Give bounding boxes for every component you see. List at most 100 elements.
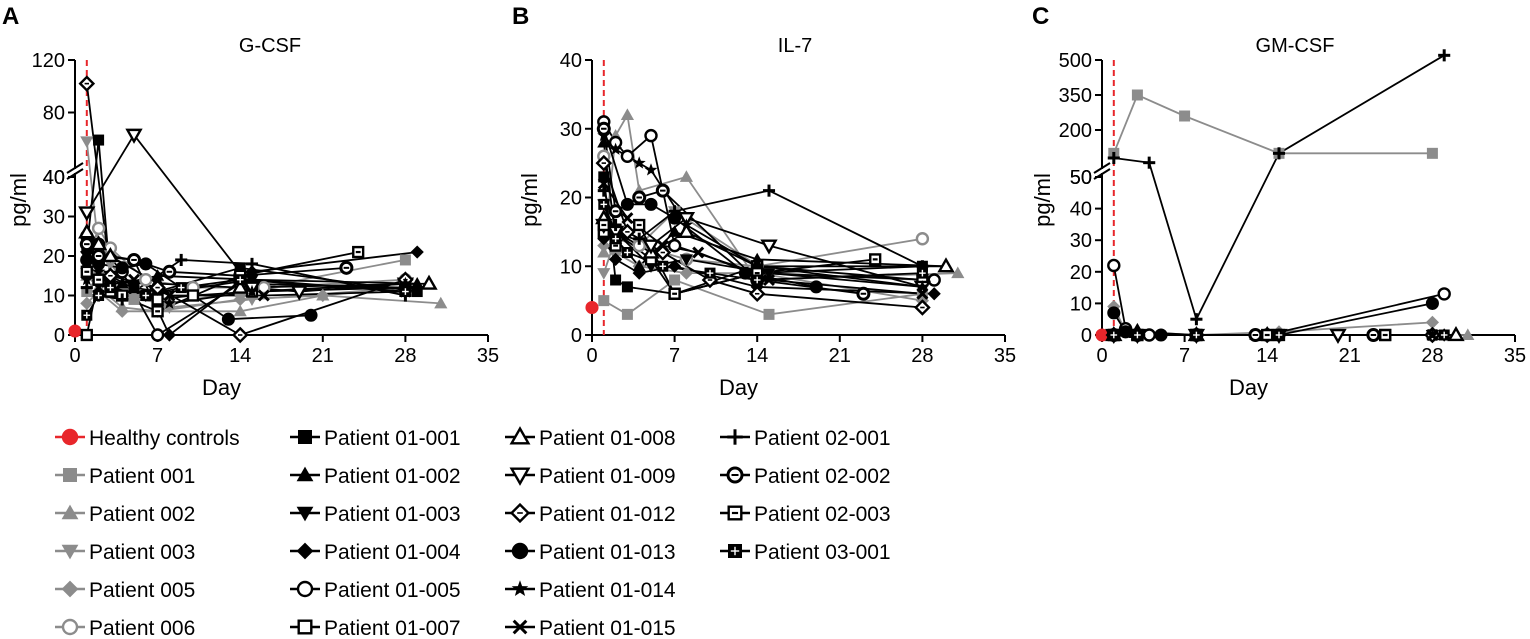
panel-title: G-CSF <box>239 35 301 57</box>
legend-item: Patient 001 <box>55 465 195 488</box>
legend-marker <box>511 542 529 560</box>
y-tick-label: 30 <box>1070 230 1092 252</box>
x-tick-label: 14 <box>229 345 251 367</box>
data-point <box>915 232 930 246</box>
data-point <box>609 218 622 232</box>
data-point <box>162 264 177 279</box>
marker-x-b <box>127 273 141 286</box>
data-point <box>78 223 96 239</box>
data-point <box>128 282 140 294</box>
marker-star <box>80 272 94 286</box>
data-point <box>1379 328 1392 342</box>
marker-x-b <box>656 239 669 252</box>
legend-item: Patient 002 <box>55 503 195 526</box>
marker-diamond <box>927 287 941 301</box>
data-point <box>411 286 423 298</box>
marker-diamond <box>597 239 611 253</box>
marker-x-b <box>762 273 776 287</box>
marker-square <box>598 295 610 307</box>
legend-item: Patient 01-004 <box>290 541 461 564</box>
data-point <box>762 184 776 197</box>
marker-diamond <box>162 328 176 342</box>
data-point <box>598 198 610 210</box>
x-tick-label: 28 <box>911 345 933 367</box>
data-point <box>115 261 129 275</box>
x-tick-label: 0 <box>69 345 80 367</box>
x-tick-label: 21 <box>312 345 334 367</box>
data-point <box>163 289 176 302</box>
data-point <box>763 308 775 320</box>
data-point <box>1190 329 1202 341</box>
x-tick-label: 35 <box>1504 345 1526 367</box>
legend-item: Patient 01-007 <box>290 617 461 639</box>
legend-marker <box>727 505 743 521</box>
data-point <box>1131 89 1143 101</box>
legend-marker <box>63 468 77 482</box>
data-point <box>1425 296 1439 310</box>
data-point <box>856 286 871 301</box>
data-point <box>80 253 94 267</box>
data-point <box>632 266 646 280</box>
y-tick-label: 350 <box>1059 85 1092 107</box>
marker-star <box>750 259 764 272</box>
data-point <box>125 128 143 144</box>
marker-circle <box>304 308 318 322</box>
data-point <box>234 274 246 286</box>
legend: Healthy controls Patient 001 Patient 002 Pa… <box>55 426 891 639</box>
legend-item: Healthy controls <box>55 427 240 450</box>
data-point <box>1426 328 1439 342</box>
panel-title: IL-7 <box>778 35 812 57</box>
data-point <box>316 288 330 303</box>
marker-x-b <box>257 289 270 302</box>
legend-marker <box>297 619 313 635</box>
marker-triangle-up <box>296 466 314 482</box>
data-point <box>101 246 120 263</box>
data-point <box>621 212 634 225</box>
marker-circle-open <box>667 238 682 253</box>
data-point <box>632 156 646 169</box>
data-point <box>1107 306 1121 320</box>
marker-square <box>598 171 610 183</box>
legend-label: Patient 01-005 <box>324 579 461 602</box>
legend-marker <box>61 504 79 520</box>
legend-label: Healthy controls <box>89 427 240 450</box>
marker-diamond <box>115 304 129 318</box>
data-point <box>679 254 693 266</box>
data-point <box>915 280 929 293</box>
data-point <box>399 286 411 298</box>
marker-star <box>915 280 929 293</box>
legend-label: Patient 01-013 <box>539 541 676 564</box>
marker-triangle-up-open <box>101 246 120 263</box>
data-point <box>1426 147 1438 159</box>
marker-square <box>63 468 77 482</box>
marker-triangle-up <box>233 304 247 317</box>
data-point <box>81 309 93 321</box>
data-point <box>762 273 776 287</box>
marker-square <box>411 286 423 298</box>
legend-marker <box>509 502 531 524</box>
data-point <box>104 282 116 294</box>
marker-square-open <box>186 289 200 302</box>
data-point <box>93 134 105 146</box>
data-point <box>657 260 669 272</box>
marker-square <box>128 282 140 294</box>
data-point <box>656 239 669 252</box>
legend-label: Patient 01-001 <box>324 427 461 450</box>
data-point <box>762 268 776 280</box>
marker-x-b <box>597 177 610 190</box>
data-point <box>632 259 646 272</box>
data-point <box>245 274 259 287</box>
marker-circle <box>1107 306 1121 320</box>
marker-triangle-up <box>410 277 424 289</box>
data-point <box>916 267 928 279</box>
data-point <box>1425 315 1439 329</box>
marker-star <box>644 163 658 176</box>
data-point <box>151 293 164 306</box>
data-point <box>78 75 96 92</box>
legend-marker <box>298 430 312 444</box>
x-axis-label: Day <box>719 375 758 400</box>
data-point <box>80 281 93 294</box>
marker-triangle-up <box>632 259 646 272</box>
x-axis-label: Day <box>1229 375 1268 400</box>
y-tick-label: 40 <box>1070 199 1092 221</box>
